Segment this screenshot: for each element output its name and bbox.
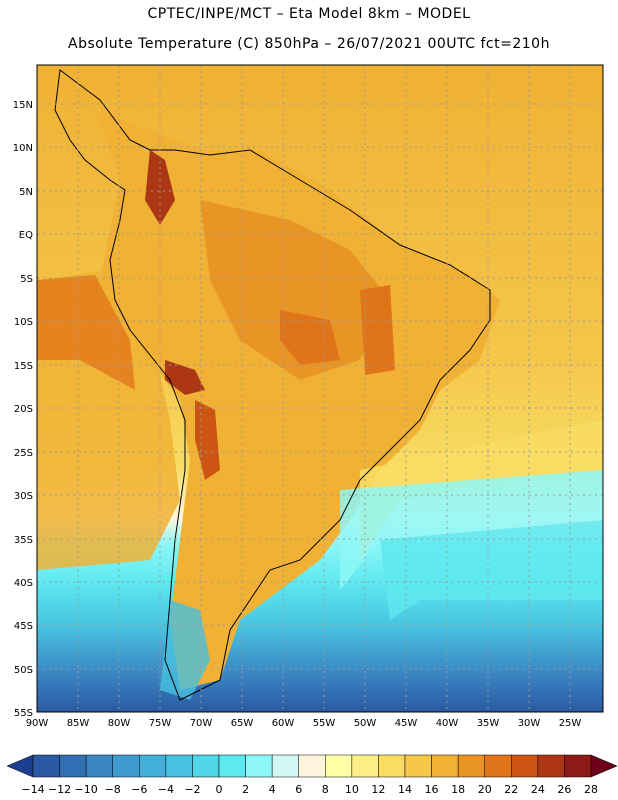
colorbar-label: −6 bbox=[131, 783, 147, 796]
colorbar-cell bbox=[325, 754, 353, 778]
colorbar-label: 10 bbox=[345, 783, 359, 796]
colorbar-cell bbox=[298, 754, 326, 778]
map-border bbox=[36, 64, 604, 713]
lon-label: 25W bbox=[559, 718, 582, 729]
colorbar-cell bbox=[165, 754, 193, 778]
colorbar-cell bbox=[378, 754, 406, 778]
title-line-2: Absolute Temperature (C) 850hPa – 26/07/… bbox=[68, 36, 550, 52]
colorbar-cell bbox=[32, 754, 60, 778]
colorbar-arrow-high bbox=[590, 754, 618, 778]
lon-label: 45W bbox=[395, 718, 418, 729]
colorbar-label: −14 bbox=[21, 783, 44, 796]
colorbar-label: 16 bbox=[425, 783, 439, 796]
lat-label: 55S bbox=[14, 708, 33, 719]
lat-label: 10S bbox=[14, 317, 33, 328]
lon-label: 65W bbox=[231, 718, 254, 729]
lat-label: 15S bbox=[14, 361, 33, 372]
colorbar-cell bbox=[271, 754, 299, 778]
colorbar-arrow-low bbox=[6, 754, 34, 778]
colorbar-label: 14 bbox=[398, 783, 412, 796]
colorbar-label: 8 bbox=[322, 783, 329, 796]
title-line-1: CPTEC/INPE/MCT – Eta Model 8km – MODEL bbox=[147, 6, 471, 22]
graticule bbox=[37, 65, 603, 712]
lat-label: 35S bbox=[14, 535, 33, 546]
lon-label: 55W bbox=[313, 718, 336, 729]
lon-label: 80W bbox=[108, 718, 131, 729]
lon-label: 40W bbox=[436, 718, 459, 729]
colorbar-label: 4 bbox=[269, 783, 276, 796]
coastline bbox=[54, 69, 491, 701]
colorbar-label: 24 bbox=[531, 783, 545, 796]
colorbar-label: −12 bbox=[48, 783, 71, 796]
colorbar-cell bbox=[537, 754, 565, 778]
colorbar-label: 12 bbox=[371, 783, 385, 796]
colorbar-cell bbox=[139, 754, 167, 778]
colorbar-cell bbox=[404, 754, 432, 778]
colorbar-label: 22 bbox=[504, 783, 518, 796]
colorbar-cell bbox=[457, 754, 485, 778]
lon-label: 50W bbox=[354, 718, 377, 729]
colorbar-cell bbox=[218, 754, 246, 778]
lat-label: 10N bbox=[13, 143, 33, 154]
colorbar-cell bbox=[245, 754, 273, 778]
lon-label: 75W bbox=[149, 718, 172, 729]
colorbar-cell bbox=[511, 754, 539, 778]
lat-label: 5N bbox=[19, 187, 33, 198]
colorbar-label: −4 bbox=[158, 783, 174, 796]
temperature-field bbox=[37, 65, 603, 712]
colorbar-cell bbox=[59, 754, 87, 778]
lat-label: EQ bbox=[19, 230, 33, 241]
lat-label: 50S bbox=[14, 665, 33, 676]
colorbar-label: −8 bbox=[105, 783, 121, 796]
colorbar-cell bbox=[484, 754, 512, 778]
colorbar-label: 20 bbox=[478, 783, 492, 796]
lon-label: 90W bbox=[26, 718, 49, 729]
lat-label: 15N bbox=[13, 100, 33, 111]
colorbar-label: 18 bbox=[451, 783, 465, 796]
colorbar-label: 2 bbox=[242, 783, 249, 796]
lon-label: 85W bbox=[67, 718, 90, 729]
colorbar-label: 0 bbox=[216, 783, 223, 796]
colorbar-cell bbox=[112, 754, 140, 778]
colorbar-cell bbox=[192, 754, 220, 778]
colorbar-label: 26 bbox=[557, 783, 571, 796]
lon-label: 70W bbox=[190, 718, 213, 729]
colorbar-label: 6 bbox=[295, 783, 302, 796]
lat-label: 20S bbox=[14, 404, 33, 415]
colorbar-cell bbox=[351, 754, 379, 778]
colorbar-cell bbox=[564, 754, 592, 778]
lon-label: 60W bbox=[272, 718, 295, 729]
lat-label: 30S bbox=[14, 491, 33, 502]
colorbar-label: −2 bbox=[184, 783, 200, 796]
lat-label: 45S bbox=[14, 621, 33, 632]
lon-label: 35W bbox=[477, 718, 500, 729]
colorbar-cell bbox=[431, 754, 459, 778]
lat-label: 40S bbox=[14, 578, 33, 589]
colorbar-cell bbox=[85, 754, 113, 778]
colorbar-label: −10 bbox=[75, 783, 98, 796]
lat-label: 5S bbox=[20, 274, 33, 285]
lon-label: 30W bbox=[518, 718, 541, 729]
lat-label: 25S bbox=[14, 448, 33, 459]
colorbar-label: 28 bbox=[584, 783, 598, 796]
